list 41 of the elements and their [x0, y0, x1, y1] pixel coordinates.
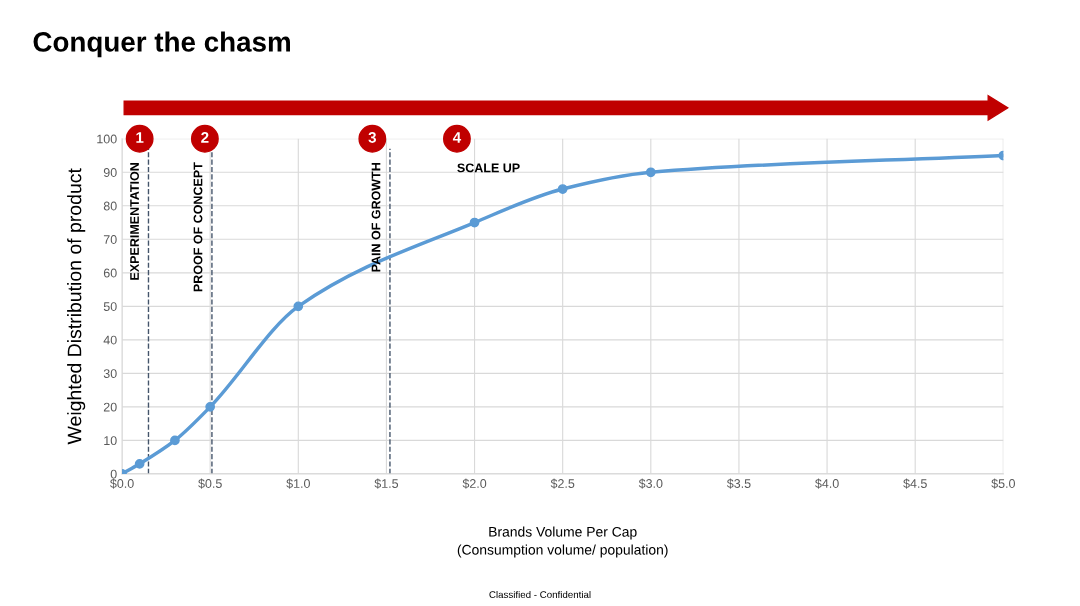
- point: [134, 458, 145, 469]
- point: [645, 167, 656, 178]
- point: [205, 402, 216, 412]
- x-tick-label: $1.0: [286, 478, 310, 489]
- y-tick-label: 10: [104, 436, 117, 446]
- x-tick-label: $1.5: [374, 478, 399, 489]
- y-tick-label: 40: [103, 335, 117, 345]
- ref-line-label: EXPERIMENTATION: [130, 163, 139, 280]
- x-tick-label: $3.5: [726, 478, 751, 489]
- y-tick-label: 70: [103, 235, 117, 244]
- y-tick-label: 0: [110, 469, 117, 479]
- point: [557, 184, 568, 194]
- x-tick-label: $4.0: [815, 478, 839, 489]
- x-tick-label: $4.5: [903, 478, 927, 489]
- x-tick-label: $5.0: [991, 478, 1015, 489]
- chart-title: Conquer the chasm: [33, 31, 290, 58]
- x-tick-label: $0.0: [110, 478, 134, 489]
- y-tick-label: 60: [103, 268, 117, 278]
- y-tick-label: 80: [103, 201, 117, 211]
- x-tick-label: $0.5: [198, 478, 222, 489]
- annotation: 1: [136, 132, 144, 143]
- annotation: 3: [368, 132, 377, 143]
- y-tick-label: 30: [103, 369, 117, 379]
- y-tick-label: 20: [103, 402, 117, 412]
- y-tick-label: 90: [103, 168, 117, 177]
- ref-line-label: PROOF OF CONCEPT: [193, 162, 203, 292]
- annotation: SCALE UP: [457, 163, 520, 173]
- annotation: 2: [201, 132, 209, 143]
- x-axis-title: Brands Volume Per Cap (Consumption volume/ population): [457, 526, 668, 558]
- x-tick-label: $2.0: [462, 478, 487, 489]
- x-tick-label: $2.5: [550, 478, 575, 489]
- point: [170, 435, 180, 446]
- ref-line-label: PAIN OF GROWTH: [371, 163, 381, 272]
- point: [469, 217, 480, 228]
- annotation: 4: [452, 132, 462, 143]
- text: Classified - Confidential: [489, 590, 591, 599]
- x-tick-label: $3.0: [638, 478, 663, 489]
- y-tick-label: 100: [97, 134, 117, 144]
- point: [293, 301, 304, 312]
- y-axis-title: Weighted Distribution of product: [67, 168, 86, 445]
- y-tick-label: 50: [103, 302, 117, 311]
